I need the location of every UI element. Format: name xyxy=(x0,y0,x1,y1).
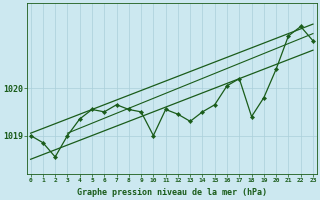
X-axis label: Graphe pression niveau de la mer (hPa): Graphe pression niveau de la mer (hPa) xyxy=(77,188,267,197)
